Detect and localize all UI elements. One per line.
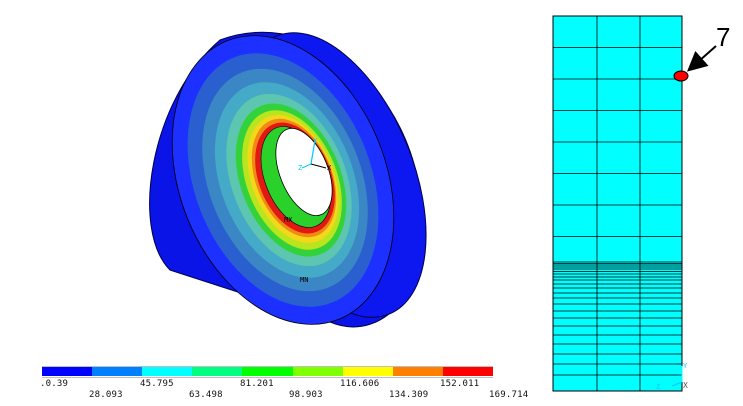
legend-tick-bottom-0: 28.093 [89,390,123,400]
legend-color-cell [142,367,193,376]
coordinate-triad: Y Z X [298,137,332,172]
mesh-panel-fill [552,15,683,392]
max-label: MX [284,216,293,224]
triad-label-z: Z [298,164,302,172]
legend-tick-top-0: .0.39 [40,379,69,389]
legend-color-cell [242,367,294,376]
legend-color-cell [442,367,494,376]
legend-tick-top-1: 45.795 [140,379,174,389]
contour-disc-model: Y Z X MX MN [149,31,427,328]
triad-label-y: Y [313,137,318,145]
legend-color-cell [192,367,243,376]
min-label: MN [300,276,308,284]
triad-label-x: X [327,164,332,172]
mesh-grid-lines [553,16,682,391]
legend-tick-top-3: 116.606 [340,379,380,389]
contour-legend-frame [42,366,493,378]
legend-color-cell [292,367,344,376]
mesh-triad-z: Z [656,383,660,391]
mesh-triad: Y Z X [656,362,688,391]
legend-tick-top-4: 152.011 [440,379,480,389]
marked-node[interactable] [673,70,689,82]
legend-tick-bottom-1: 63.498 [189,390,223,400]
mesh-triad-x: X [683,381,688,390]
mesh-triad-y: Y [683,362,688,370]
legend-tick-bottom-2: 98.903 [289,390,323,400]
mesh-panel: Y Z X [552,15,717,392]
bore-hole [275,128,333,216]
legend-tick-bottom-3: 134.309 [389,390,429,400]
legend-tick-bottom-4: 169.714 [489,390,529,400]
callout-node-label: 7 [716,22,731,52]
legend-tick-top-2: 81.201 [240,379,274,389]
callout-arrow [687,45,717,72]
legend-color-cell [92,367,143,376]
legend-color-cell [42,367,93,376]
legend-color-cell [392,367,444,376]
legend-color-cell [342,367,394,376]
